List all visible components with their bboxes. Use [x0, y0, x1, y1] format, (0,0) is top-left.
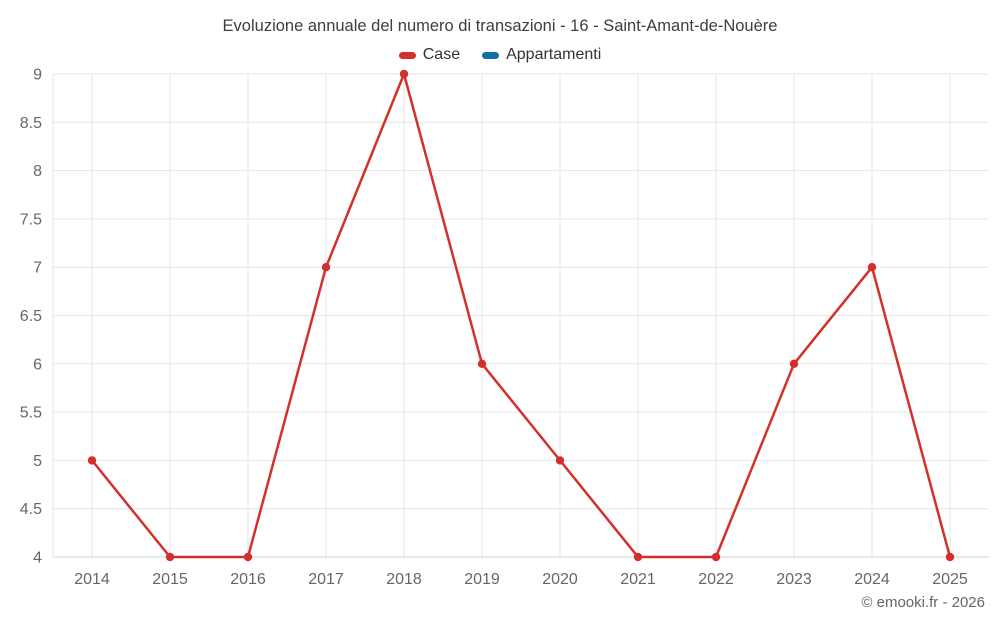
y-axis-tick-label: 8.5	[20, 115, 42, 132]
data-point-case-2019[interactable]	[477, 359, 487, 368]
data-point-case-2016[interactable]	[243, 552, 253, 562]
y-axis-tick-label: 4	[33, 550, 42, 567]
data-point-case-2014[interactable]	[87, 456, 97, 465]
series-line-case[interactable]	[90, 72, 952, 559]
x-axis-tick-label: 2016	[230, 571, 266, 588]
y-axis-tick-label: 5	[33, 453, 42, 470]
data-point-case-2022[interactable]	[711, 552, 721, 562]
x-axis-tick-label: 2023	[776, 571, 812, 588]
x-axis-tick-label: 2018	[386, 571, 422, 588]
x-axis-tick-label: 2024	[854, 571, 890, 588]
y-axis-tick-label: 4.5	[20, 501, 42, 518]
x-axis-tick-label: 2022	[698, 571, 734, 588]
data-point-case-2018[interactable]	[399, 69, 409, 79]
x-axis-tick-label: 2025	[932, 571, 968, 588]
y-axis-tick-label: 7.5	[20, 211, 42, 228]
y-axis-tick-label: 8	[33, 163, 42, 180]
data-point-case-2025[interactable]	[945, 552, 955, 562]
x-axis-tick-label: 2020	[542, 571, 578, 588]
y-axis-tick-label: 6.5	[20, 308, 42, 325]
data-point-case-2020[interactable]	[555, 456, 565, 465]
x-axis-tick-label: 2015	[152, 571, 188, 588]
data-point-case-2024[interactable]	[867, 263, 877, 272]
chart-title: Evoluzione annuale del numero di transaz…	[222, 17, 778, 35]
y-axis-tick-label: 6	[33, 356, 42, 373]
legend-swatch-case-icon	[398, 51, 416, 59]
data-point-case-2023[interactable]	[789, 359, 799, 368]
y-axis-tick-label: 9	[33, 67, 42, 84]
legend-label-case: Case	[422, 46, 461, 63]
y-axis-tick-label: 5.5	[20, 405, 42, 422]
legend-item-case[interactable]: Case	[398, 46, 461, 64]
x-axis-tick-label: 2019	[464, 571, 500, 588]
x-axis-tick-label: 2014	[74, 571, 110, 588]
data-point-case-2021[interactable]	[633, 552, 643, 562]
credit-text: © emooki.fr - 2026	[861, 594, 985, 611]
x-axis-tick-label: 2017	[308, 571, 344, 588]
data-point-case-2017[interactable]	[321, 263, 331, 272]
legend-label-appartamenti: Appartamenti	[506, 46, 602, 63]
y-axis-tick-label: 7	[33, 260, 42, 277]
data-point-case-2015[interactable]	[165, 552, 175, 562]
x-axis-tick-label: 2021	[620, 571, 656, 588]
legend: Case Appartamenti	[0, 46, 1000, 64]
legend-item-appartamenti[interactable]: Appartamenti	[482, 46, 601, 64]
legend-swatch-appartamenti-icon	[482, 51, 500, 59]
